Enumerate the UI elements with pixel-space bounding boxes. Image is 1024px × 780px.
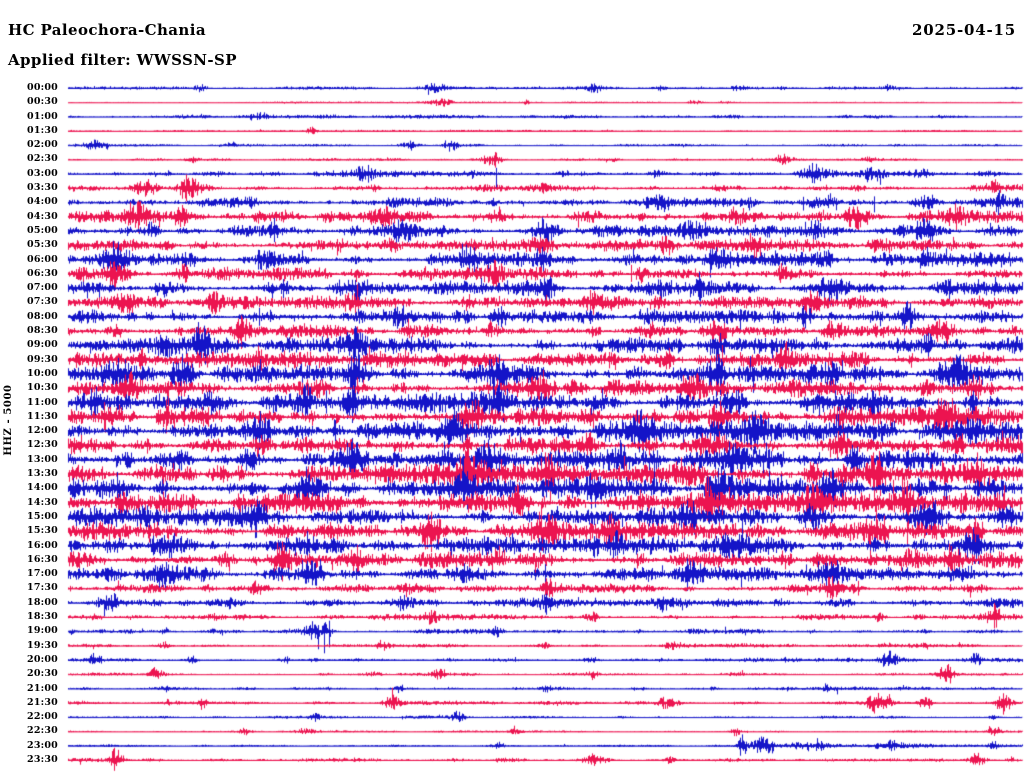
helicorder-page: HC Paleochora-Chania 2025-04-15 Applied … xyxy=(0,0,1024,780)
helicorder-canvas xyxy=(0,0,1024,780)
